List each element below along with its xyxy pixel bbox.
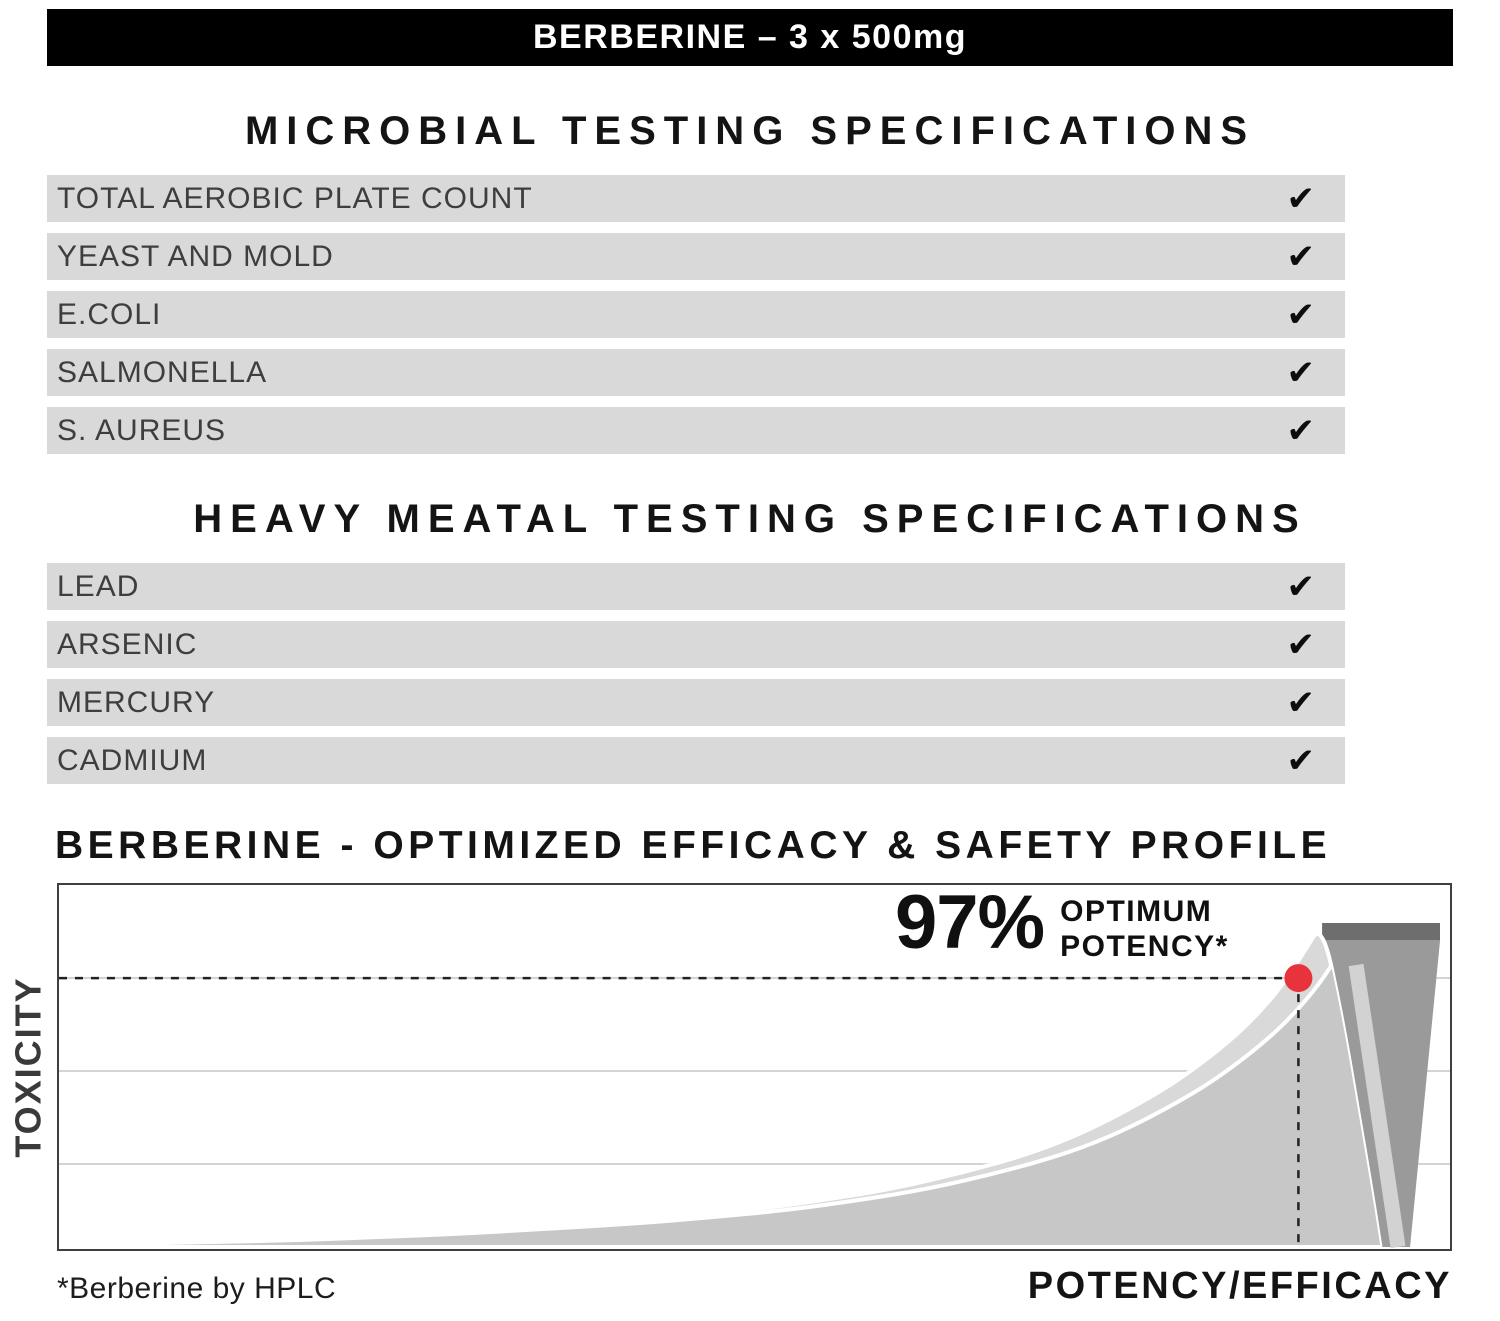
check-icon: ✔ bbox=[1286, 682, 1316, 723]
spec-label: ARSENIC bbox=[57, 627, 198, 661]
optimum-percent: 97% bbox=[895, 883, 1045, 965]
mid-band-clip-group bbox=[120, 934, 1381, 1247]
y-axis-label-text: TOXICITY bbox=[7, 976, 49, 1158]
x-axis-label: POTENCY/EFFICACY bbox=[1027, 1265, 1452, 1307]
table-row: CADMIUM ✔ bbox=[47, 737, 1345, 784]
table-row: MERCURY ✔ bbox=[47, 679, 1345, 726]
microbial-testing-section: MICROBIAL TESTING SPECIFICATIONS TOTAL A… bbox=[0, 111, 1500, 454]
y-axis-label: TOXICITY bbox=[0, 883, 57, 1251]
check-icon: ✔ bbox=[1286, 740, 1316, 781]
spec-label: TOTAL AEROBIC PLATE COUNT bbox=[57, 181, 533, 215]
efficacy-chart-section: BERBERINE - OPTIMIZED EFFICACY & SAFETY … bbox=[0, 826, 1500, 1308]
footnote: *Berberine by HPLC bbox=[57, 1272, 337, 1305]
spec-label: SALMONELLA bbox=[57, 355, 268, 389]
chart-canvas bbox=[59, 923, 1450, 1249]
check-icon: ✔ bbox=[1286, 236, 1316, 277]
mid-band-area bbox=[120, 934, 1381, 1247]
spec-label: LEAD bbox=[57, 569, 140, 603]
optimum-annotation: 97% OPTIMUM POTENCY* bbox=[895, 883, 1229, 965]
check-icon: ✔ bbox=[1286, 178, 1316, 219]
peak-cap-bar bbox=[1322, 923, 1441, 940]
chart-wrapper: TOXICITY bbox=[8, 883, 1452, 1251]
microbial-table: TOTAL AEROBIC PLATE COUNT ✔ YEAST AND MO… bbox=[47, 175, 1345, 454]
check-icon: ✔ bbox=[1286, 624, 1316, 665]
table-row: LEAD ✔ bbox=[47, 563, 1345, 610]
heavy-metal-table: LEAD ✔ ARSENIC ✔ MERCURY ✔ CADMIUM ✔ bbox=[47, 563, 1345, 784]
heavy-metal-heading: HEAVY MEATAL TESTING SPECIFICATIONS bbox=[193, 497, 1307, 541]
check-icon: ✔ bbox=[1286, 294, 1316, 335]
table-row: E.COLI ✔ bbox=[47, 291, 1345, 338]
heavy-metal-testing-section: HEAVY MEATAL TESTING SPECIFICATIONS LEAD… bbox=[0, 499, 1500, 784]
optimum-label: OPTIMUM POTENCY* bbox=[1060, 887, 1229, 964]
table-row: SALMONELLA ✔ bbox=[47, 349, 1345, 396]
spec-label: S. AUREUS bbox=[57, 413, 227, 447]
spec-label: CADMIUM bbox=[57, 743, 208, 777]
chart-footer: *Berberine by HPLC POTENCY/EFFICACY bbox=[57, 1265, 1452, 1308]
descent-highlight-band bbox=[1348, 963, 1406, 1249]
optimum-label-line2: POTENCY* bbox=[1060, 929, 1229, 963]
microbial-heading: MICROBIAL TESTING SPECIFICATIONS bbox=[244, 109, 1256, 153]
table-row: TOTAL AEROBIC PLATE COUNT ✔ bbox=[47, 175, 1345, 222]
optimum-label-line1: OPTIMUM bbox=[1060, 895, 1213, 928]
table-row: ARSENIC ✔ bbox=[47, 621, 1345, 668]
title-banner: BERBERINE – 3 x 500mg bbox=[47, 9, 1453, 66]
toxicity-potency-chart: 97% OPTIMUM POTENCY* bbox=[57, 883, 1452, 1251]
product-title: BERBERINE – 3 x 500mg bbox=[533, 18, 967, 56]
spec-label: E.COLI bbox=[57, 297, 162, 331]
table-row: S. AUREUS ✔ bbox=[47, 407, 1345, 454]
table-row: YEAST AND MOLD ✔ bbox=[47, 233, 1345, 280]
check-icon: ✔ bbox=[1286, 566, 1316, 607]
spec-label: YEAST AND MOLD bbox=[57, 239, 334, 273]
optimum-point-marker bbox=[1284, 964, 1313, 993]
check-icon: ✔ bbox=[1286, 410, 1316, 451]
spec-label: MERCURY bbox=[57, 685, 216, 719]
chart-heading: BERBERINE - OPTIMIZED EFFICACY & SAFETY … bbox=[55, 824, 1332, 867]
check-icon: ✔ bbox=[1286, 352, 1316, 393]
